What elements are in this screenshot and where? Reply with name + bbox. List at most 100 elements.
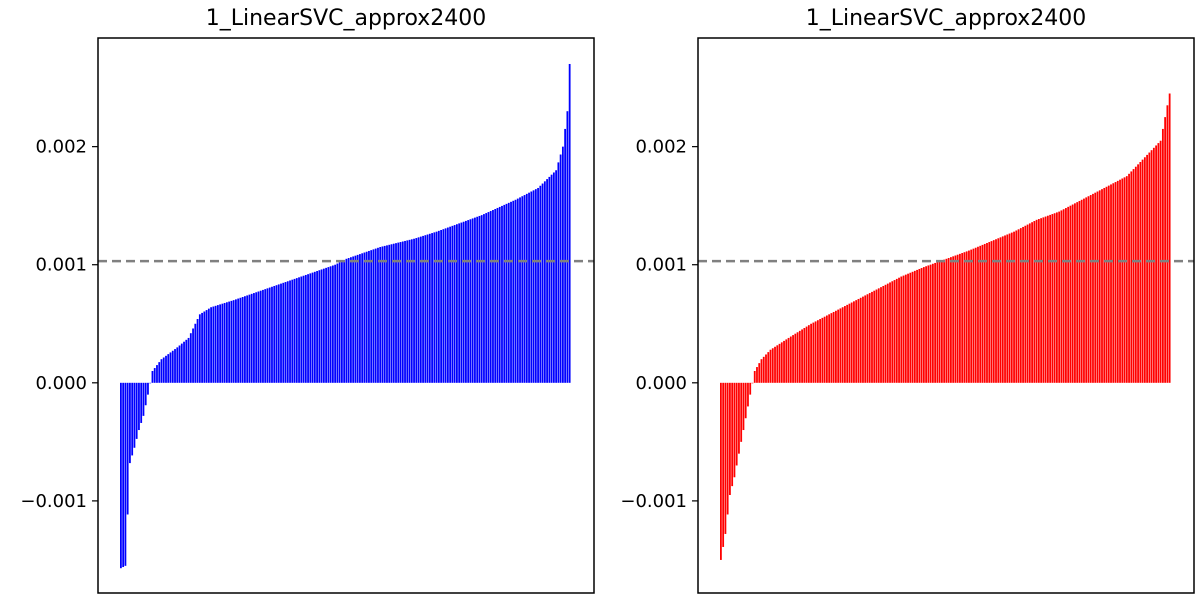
- bar: [516, 198, 519, 383]
- bar: [776, 345, 779, 383]
- bar: [266, 288, 269, 383]
- bar: [325, 267, 327, 383]
- bar: [909, 272, 912, 383]
- bar: [1022, 226, 1024, 383]
- bar: [460, 222, 463, 383]
- bar: [956, 254, 959, 383]
- bar: [365, 251, 368, 383]
- bar: [990, 241, 993, 383]
- bar: [300, 276, 303, 383]
- bar: [1031, 222, 1033, 383]
- y-tick-label: 0.002: [35, 137, 87, 158]
- bar: [327, 267, 330, 383]
- bar: [406, 240, 409, 383]
- bar: [747, 382, 749, 407]
- bar: [566, 111, 569, 383]
- bar: [120, 382, 122, 569]
- bar: [225, 302, 228, 383]
- bar: [735, 382, 738, 466]
- bar: [331, 265, 334, 383]
- bar: [550, 174, 553, 383]
- bar: [1026, 224, 1029, 383]
- bar: [940, 260, 943, 383]
- bar: [189, 333, 192, 383]
- bar: [316, 271, 318, 383]
- bar: [435, 231, 438, 383]
- bar: [1105, 186, 1108, 383]
- bar: [938, 261, 941, 383]
- bar: [216, 305, 219, 383]
- bar: [489, 211, 492, 383]
- bar: [819, 319, 822, 383]
- bar: [1053, 213, 1056, 383]
- bar: [1046, 215, 1049, 383]
- bar: [864, 295, 867, 383]
- bar: [841, 307, 844, 383]
- bar: [1042, 217, 1045, 383]
- plot-frame: [97, 37, 595, 594]
- bar: [765, 354, 767, 383]
- bar: [792, 335, 794, 383]
- bar: [431, 233, 433, 383]
- chart-panel-left: 1_LinearSVC_approx2400 −0.001 0.000 0.001 0…: [20, 6, 595, 594]
- bar: [769, 349, 772, 383]
- bar: [1062, 209, 1065, 383]
- bar: [514, 199, 517, 383]
- bar: [388, 244, 391, 383]
- bar: [821, 317, 824, 383]
- bar: [950, 257, 952, 383]
- bar: [561, 146, 564, 383]
- bar: [492, 210, 494, 383]
- bar: [1146, 154, 1148, 383]
- bar: [210, 307, 212, 383]
- bar: [259, 290, 262, 383]
- bar: [192, 328, 194, 383]
- bar: [1168, 93, 1171, 383]
- bar: [456, 224, 458, 383]
- bar: [979, 245, 982, 383]
- bar: [334, 264, 337, 383]
- bar: [844, 306, 846, 383]
- bar: [422, 235, 424, 383]
- bar: [480, 215, 483, 383]
- bar: [363, 252, 366, 383]
- bar: [543, 181, 546, 383]
- bar: [875, 289, 878, 383]
- bar: [198, 314, 201, 383]
- bar: [158, 362, 161, 383]
- bar: [1019, 228, 1022, 383]
- bar: [207, 308, 210, 383]
- bar: [140, 382, 143, 423]
- bar: [368, 250, 370, 383]
- bar: [744, 382, 747, 419]
- bar: [963, 252, 966, 383]
- bar: [205, 310, 208, 383]
- bar: [397, 242, 400, 383]
- bar: [1116, 180, 1119, 383]
- bar: [399, 242, 402, 383]
- bar: [1161, 128, 1164, 383]
- bar: [390, 244, 393, 383]
- bar: [1035, 219, 1038, 383]
- bar: [835, 310, 837, 383]
- bar: [1037, 219, 1040, 383]
- bar: [149, 382, 152, 384]
- bar: [970, 249, 973, 383]
- bar: [886, 283, 889, 383]
- bar: [893, 280, 896, 383]
- bar: [778, 343, 781, 383]
- bar: [1055, 212, 1058, 383]
- bar: [981, 244, 984, 383]
- bar: [462, 221, 465, 383]
- y-tick-label: 0.001: [35, 255, 87, 276]
- bar: [720, 382, 722, 560]
- bar: [972, 248, 975, 383]
- bar: [271, 286, 273, 383]
- bar: [410, 239, 413, 383]
- bar: [1033, 221, 1036, 383]
- bar: [162, 357, 165, 383]
- bar: [1096, 191, 1099, 383]
- bar: [534, 189, 537, 383]
- bar: [787, 337, 790, 383]
- bar: [918, 268, 921, 383]
